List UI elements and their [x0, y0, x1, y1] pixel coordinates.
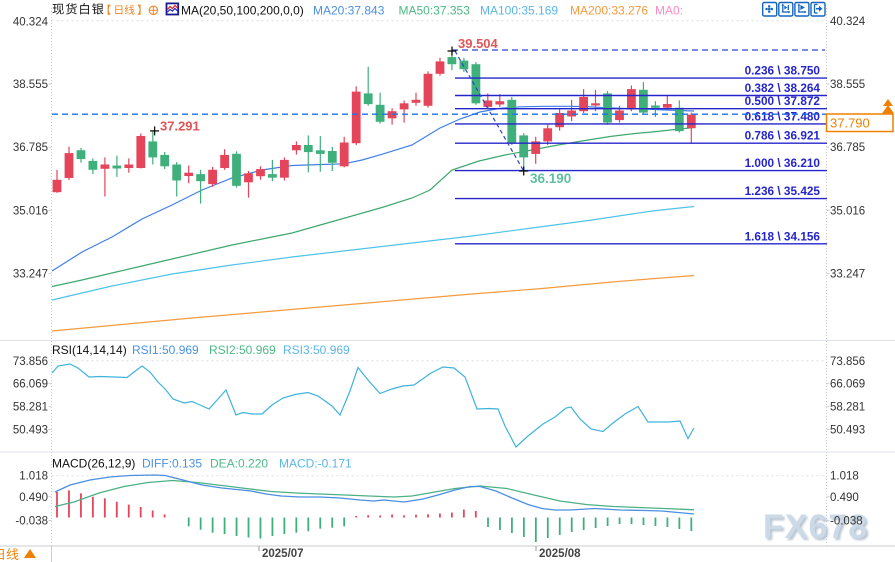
- svg-text:MACD(26,12,9): MACD(26,12,9): [52, 457, 135, 471]
- svg-text:66.069: 66.069: [830, 379, 865, 391]
- svg-text:35.016: 35.016: [830, 205, 865, 217]
- svg-text:38.555: 38.555: [13, 79, 48, 91]
- svg-text:40.324: 40.324: [13, 17, 49, 29]
- svg-text:RSI(14,14,14): RSI(14,14,14): [52, 343, 127, 357]
- svg-text:MA(20,50,100,200,0,0): MA(20,50,100,200,0,0): [181, 3, 304, 17]
- svg-text:66.069: 66.069: [13, 379, 48, 391]
- svg-text:MA0:: MA0:: [655, 3, 683, 17]
- svg-text:37.790: 37.790: [830, 116, 870, 131]
- svg-text:0.786 \ 36.921: 0.786 \ 36.921: [745, 129, 821, 143]
- svg-text:58.281: 58.281: [13, 402, 48, 414]
- svg-text:36.785: 36.785: [830, 142, 865, 154]
- svg-text:58.281: 58.281: [830, 402, 865, 414]
- svg-text:1.618 \ 34.156: 1.618 \ 34.156: [745, 229, 821, 243]
- svg-text:36.190: 36.190: [530, 171, 571, 186]
- svg-text:MA50:37.353: MA50:37.353: [399, 3, 471, 17]
- svg-text:38.555: 38.555: [830, 79, 865, 91]
- svg-text:73.856: 73.856: [830, 356, 865, 368]
- svg-text:-0.038: -0.038: [15, 516, 48, 528]
- svg-text:1.000 \ 36.210: 1.000 \ 36.210: [745, 156, 821, 170]
- svg-text:0.490: 0.490: [19, 492, 48, 504]
- svg-text:50.493: 50.493: [830, 425, 865, 437]
- svg-text:1.018: 1.018: [19, 471, 48, 483]
- svg-text:RSI2:50.969: RSI2:50.969: [209, 343, 276, 357]
- svg-text:MA100:35.169: MA100:35.169: [480, 3, 558, 17]
- svg-text:2025/07: 2025/07: [262, 548, 304, 560]
- svg-text:40.324: 40.324: [830, 16, 866, 28]
- svg-text:-0.038: -0.038: [830, 516, 863, 528]
- svg-text:39.504: 39.504: [458, 36, 499, 51]
- svg-text:73.856: 73.856: [13, 356, 48, 368]
- svg-text:FX678: FX678: [763, 508, 868, 546]
- svg-text:33.247: 33.247: [13, 269, 48, 281]
- svg-text:35.016: 35.016: [13, 205, 48, 217]
- svg-text:2025/08: 2025/08: [539, 548, 581, 560]
- svg-text:33.247: 33.247: [830, 269, 865, 281]
- svg-text:0.490: 0.490: [830, 492, 859, 504]
- svg-text:0.618 \ 37.480: 0.618 \ 37.480: [745, 109, 821, 123]
- svg-text:DEA:0.220: DEA:0.220: [210, 457, 268, 471]
- svg-text:1.236 \ 35.425: 1.236 \ 35.425: [745, 184, 821, 198]
- svg-text:MA200:33.276: MA200:33.276: [570, 3, 648, 17]
- svg-text:MACD:-0.171: MACD:-0.171: [279, 457, 352, 471]
- svg-text:1.018: 1.018: [830, 471, 859, 483]
- svg-text:50.493: 50.493: [13, 425, 48, 437]
- svg-text:RSI3:50.969: RSI3:50.969: [283, 343, 350, 357]
- svg-text:37.291: 37.291: [160, 119, 200, 134]
- svg-text:0.236 \ 38.750: 0.236 \ 38.750: [745, 64, 821, 78]
- svg-text:0.500 \ 37.872: 0.500 \ 37.872: [745, 94, 821, 108]
- svg-text:DIFF:0.135: DIFF:0.135: [142, 457, 202, 471]
- svg-text:RSI1:50.969: RSI1:50.969: [132, 343, 199, 357]
- svg-text:36.785: 36.785: [13, 142, 48, 154]
- svg-text:MA20:37.843: MA20:37.843: [313, 3, 385, 17]
- svg-text:0.382 \ 38.264: 0.382 \ 38.264: [745, 81, 821, 95]
